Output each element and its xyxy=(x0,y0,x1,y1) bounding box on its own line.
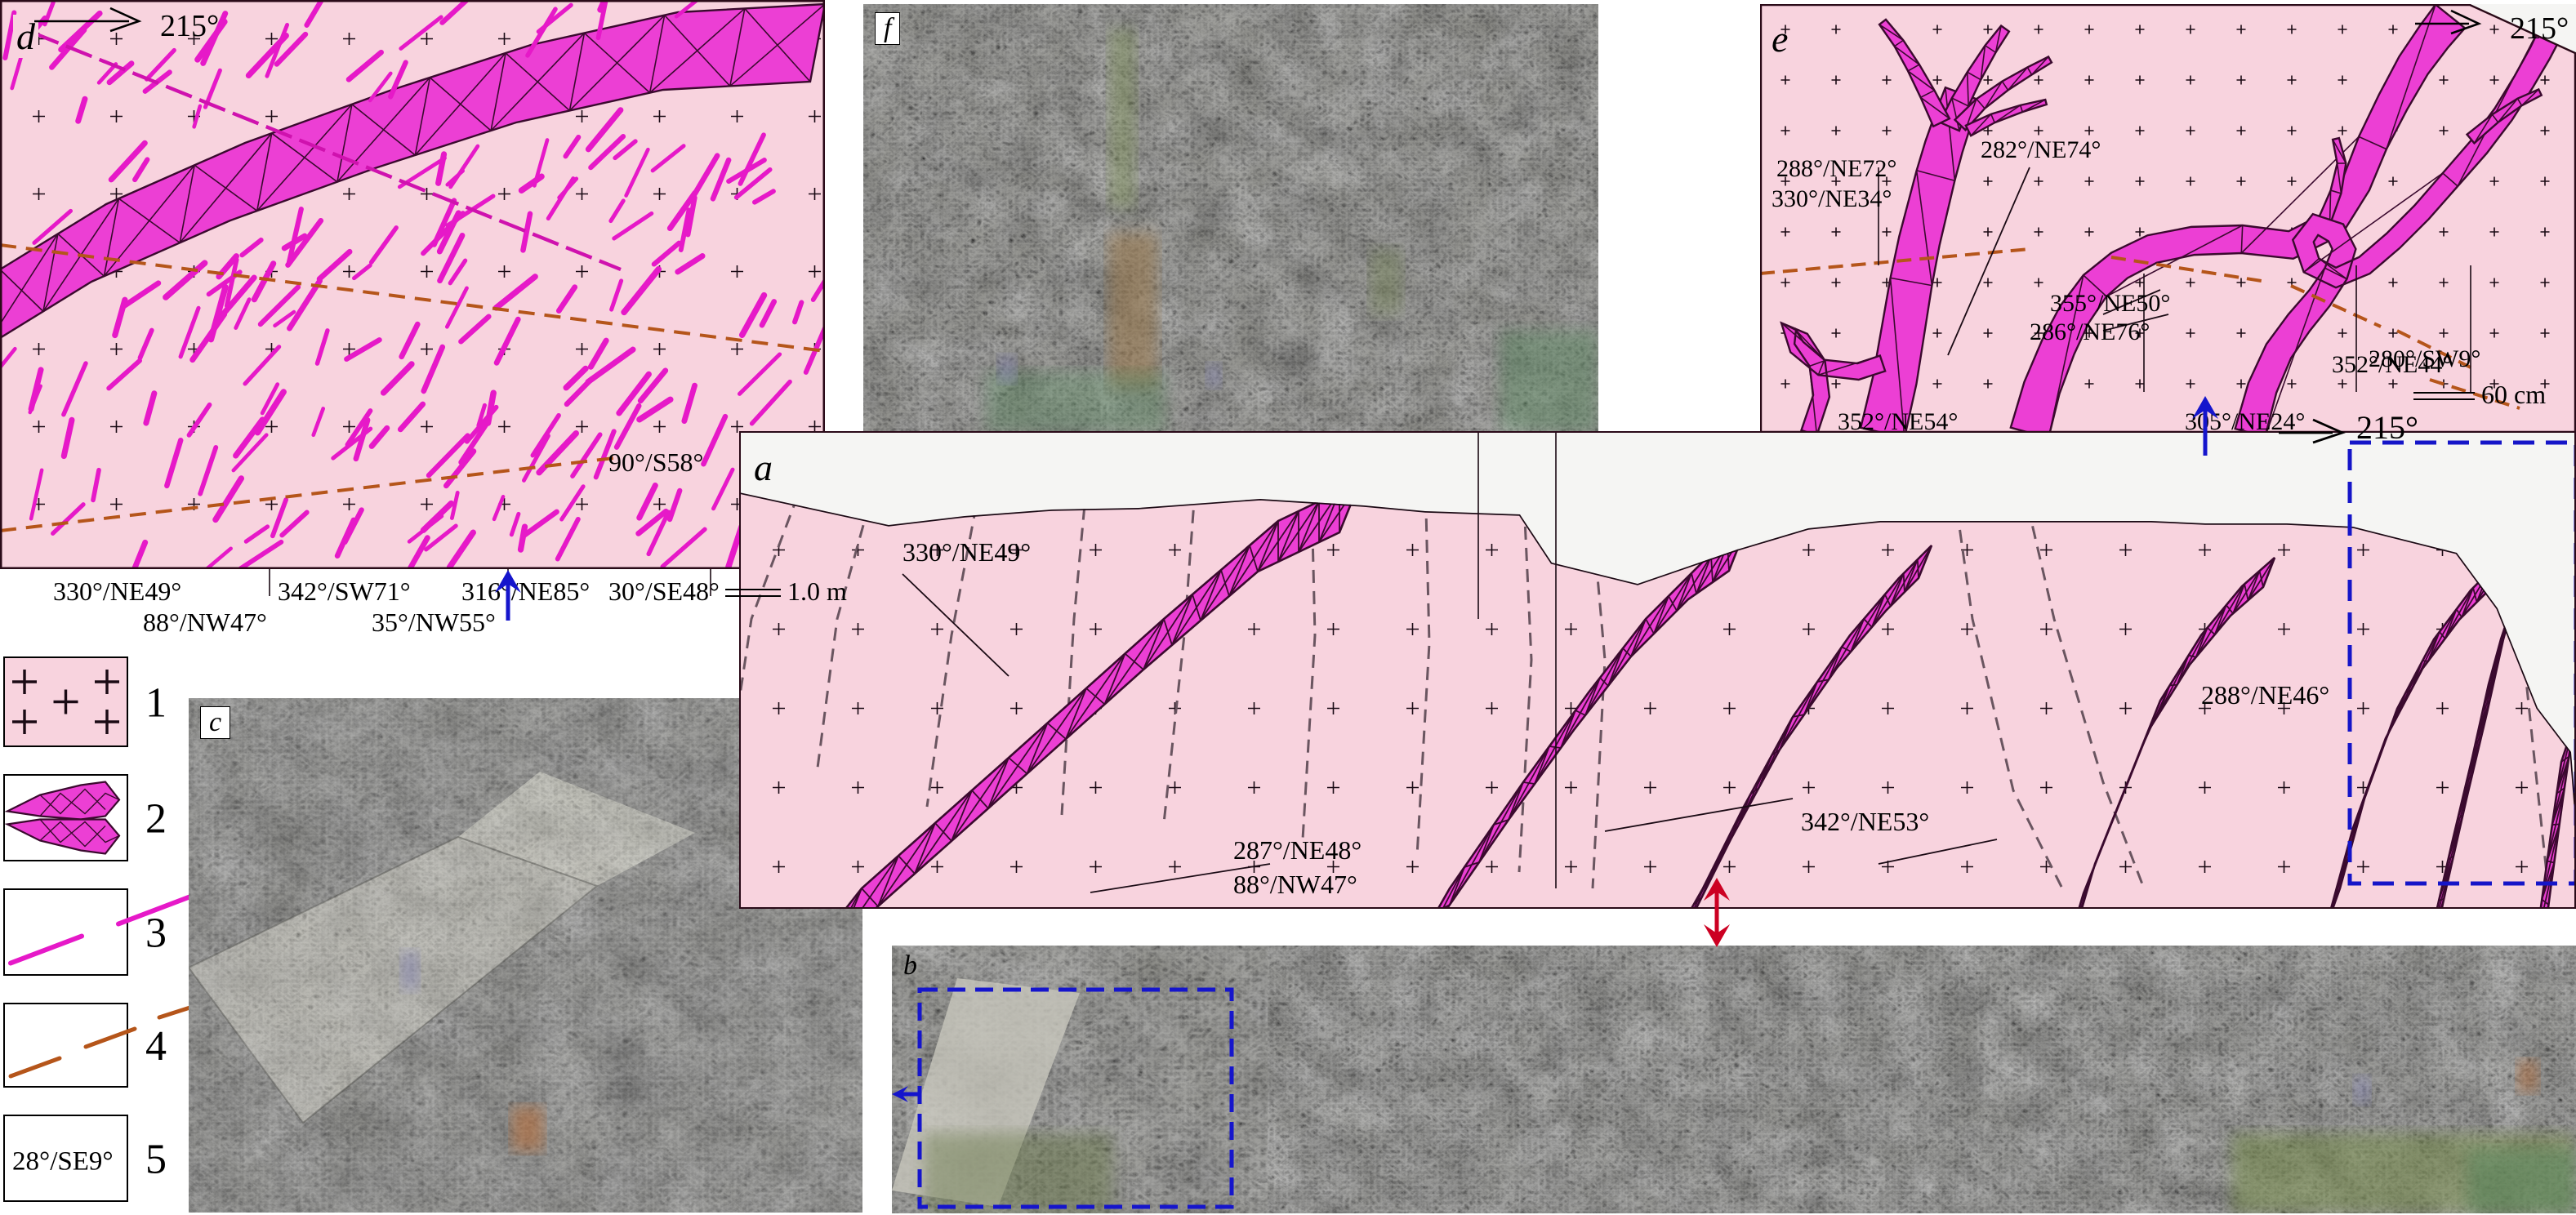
svg-text:5: 5 xyxy=(145,1137,167,1183)
svg-text:2: 2 xyxy=(145,796,167,843)
svg-text:28°/SE9°: 28°/SE9° xyxy=(12,1147,114,1177)
svg-text:4: 4 xyxy=(145,1023,167,1070)
svg-text:1: 1 xyxy=(145,680,167,727)
svg-text:3: 3 xyxy=(145,910,167,957)
